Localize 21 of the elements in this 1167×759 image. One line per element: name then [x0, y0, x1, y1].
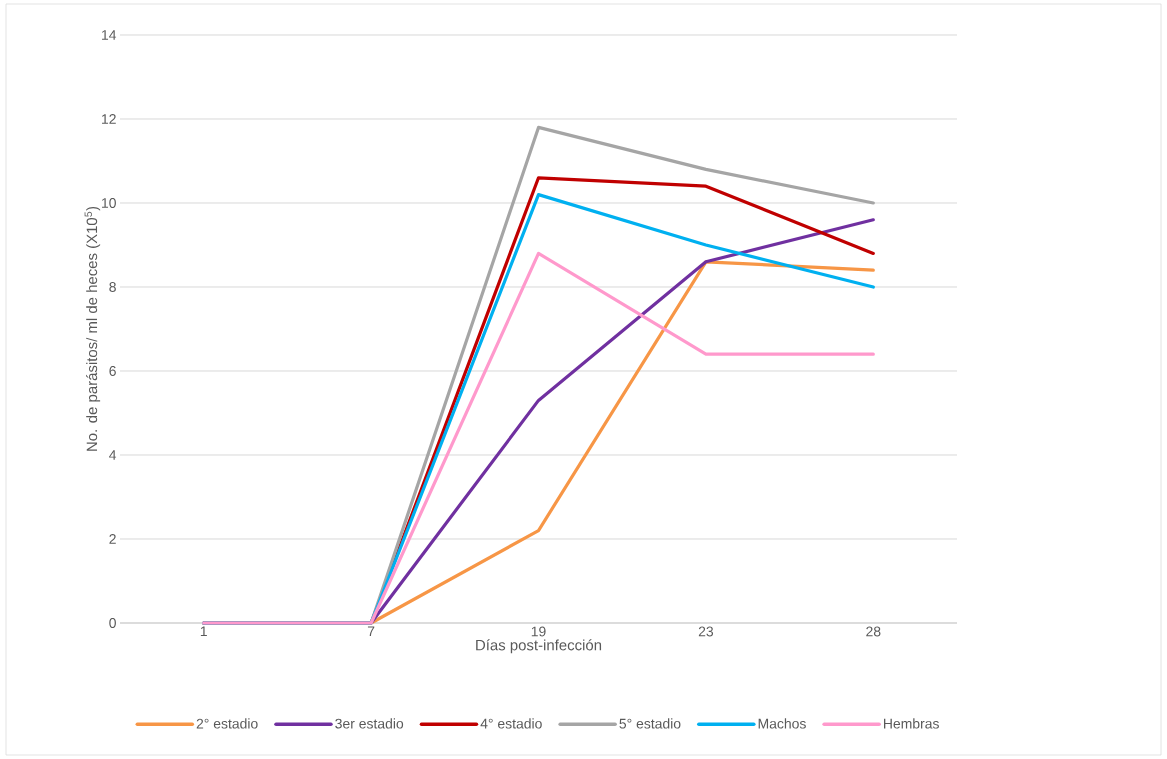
y-tick-label: 8 — [109, 282, 116, 292]
legend-label: 2° estadio — [196, 718, 258, 729]
y-tick-label: 0 — [109, 618, 116, 628]
x-tick-label: 28 — [866, 626, 881, 637]
y-tick-label: 14 — [102, 30, 117, 40]
y-axis-title: No. de parásitos/ ml de heces (X10$^{5}$) — [84, 206, 101, 451]
y-tick-label: 6 — [109, 366, 116, 376]
x-axis-title: Días post-infección — [476, 639, 602, 654]
legend-label: Hembras — [884, 718, 939, 729]
legend-label: 4° estadio — [480, 718, 542, 729]
x-tick-label: 1 — [200, 626, 207, 637]
y-tick-label: 4 — [109, 450, 117, 460]
y-tick-label: 12 — [102, 114, 116, 124]
x-tick-label: 23 — [698, 626, 714, 637]
legend-label: 5° estadio — [619, 718, 681, 729]
legend-label: 3er estadio — [335, 718, 404, 729]
y-tick-label: 10 — [102, 198, 116, 208]
x-tick-label: 7 — [367, 626, 375, 637]
x-tick-label: 19 — [531, 626, 546, 637]
legend-label: Machos — [758, 718, 806, 729]
y-tick-label: 2 — [109, 534, 116, 544]
